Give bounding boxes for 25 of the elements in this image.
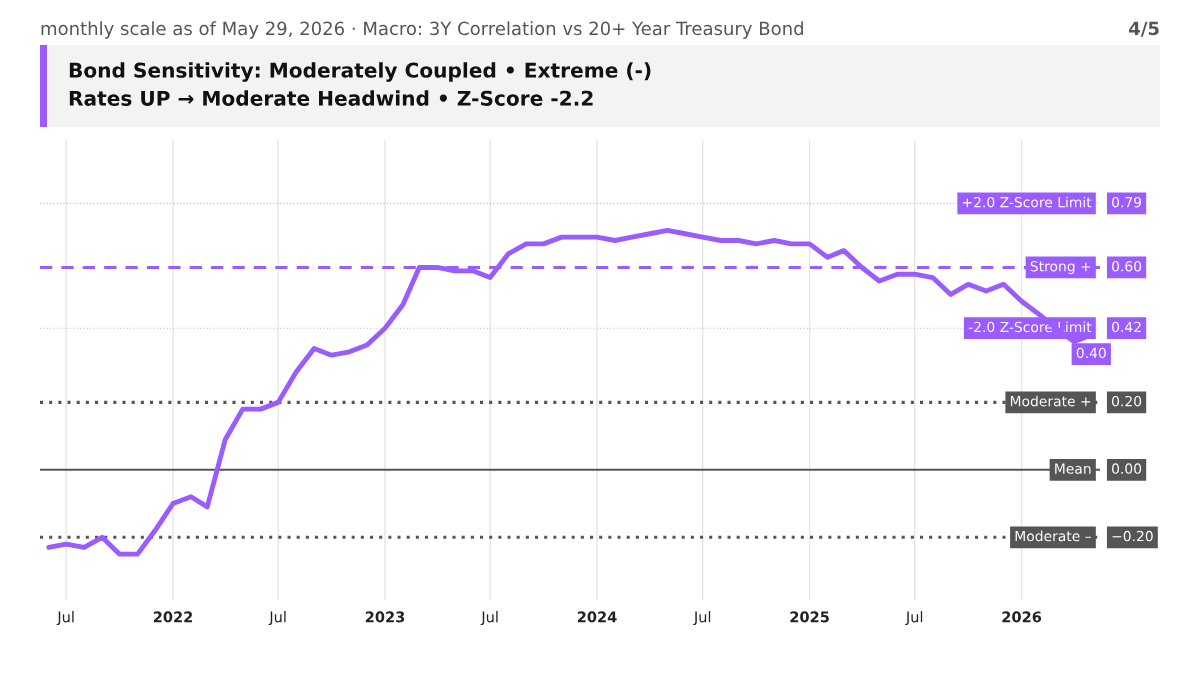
x-tick-label: Jul — [268, 611, 286, 626]
chart-title: Bond Sensitivity: Moderately Coupled • Extreme (-) Rates UP → Moderate Headwind • Z-Score -2.2 — [69, 62, 651, 106]
x-tick-label: 2023 — [365, 611, 405, 623]
y-tick-label: 0.42 — [1112, 321, 1141, 333]
ref-line-label: Moderate + — [1010, 395, 1091, 407]
ref-line-label: Mean — [1055, 463, 1091, 474]
x-tick-label: Jul — [56, 611, 74, 626]
y-tick-label: 0.60 — [1112, 261, 1142, 272]
x-tick-label: Jul — [905, 611, 923, 626]
y-tick-label: 0.00 — [1112, 463, 1142, 474]
y-tick-label: 0.79 — [1112, 196, 1142, 208]
x-tick-label: 2022 — [153, 611, 193, 623]
y-tick-label: −0.20 — [1112, 530, 1153, 542]
x-tick-label: Jul — [480, 611, 498, 626]
data-label: 0.40 — [1076, 347, 1106, 359]
ref-line-label: Moderate – — [1015, 530, 1091, 542]
ref-line-label: Strong + — [1030, 261, 1091, 275]
text: 4/5 — [1129, 21, 1159, 37]
x-tick-label: Jul — [693, 611, 711, 626]
x-tick-label: 2024 — [577, 611, 617, 623]
x-tick-label: 2025 — [790, 611, 829, 623]
x-tick-label: 2026 — [1002, 611, 1042, 623]
ref-line-label: +2.0 Z-Score Limit — [962, 196, 1092, 208]
y-tick-label: 0.20 — [1112, 395, 1142, 407]
chart-subtitle: monthly scale as of May 29, 2026 · Macro: 3Y Correlation vs 20+ Year Treasury Bond — [41, 21, 803, 39]
